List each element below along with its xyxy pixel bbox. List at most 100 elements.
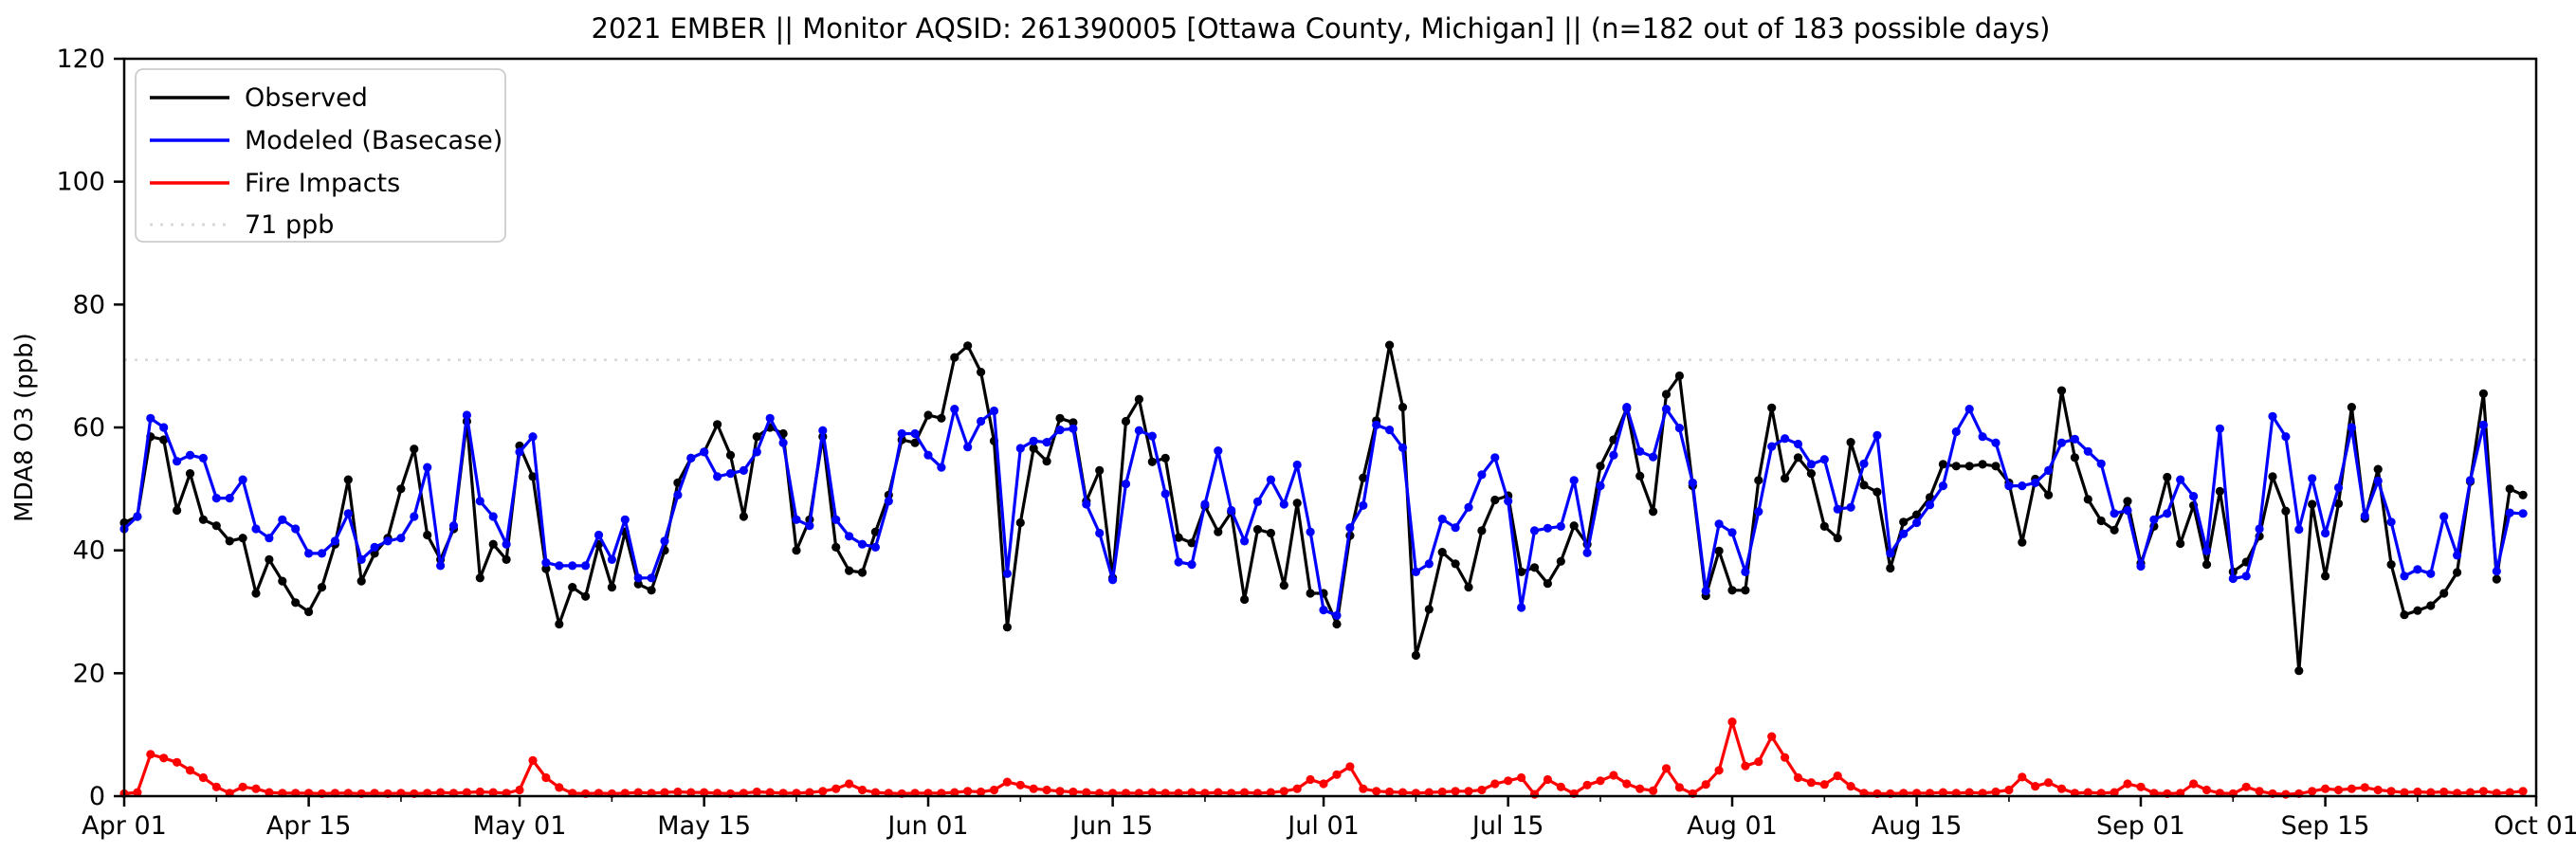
data-point xyxy=(1964,788,1974,797)
data-point xyxy=(1543,579,1552,589)
data-point xyxy=(1569,476,1579,485)
data-point xyxy=(1174,557,1183,567)
data-point xyxy=(1095,465,1105,475)
data-point xyxy=(304,549,314,558)
data-point xyxy=(238,475,247,484)
data-point xyxy=(937,463,946,472)
data-point xyxy=(1504,776,1513,786)
data-point xyxy=(647,586,656,595)
data-point xyxy=(1187,788,1197,797)
data-point xyxy=(1819,521,1829,532)
y-axis-label: MDA8 O3 (ppb) xyxy=(10,333,39,522)
data-point xyxy=(2333,482,2344,493)
data-point xyxy=(185,450,195,460)
data-point xyxy=(541,558,551,568)
data-point xyxy=(1292,460,1302,470)
data-point xyxy=(2228,573,2238,584)
data-point xyxy=(1160,453,1170,463)
data-point xyxy=(2505,788,2514,797)
y-tick-label: 20 xyxy=(73,659,105,688)
data-point xyxy=(1240,788,1250,797)
data-point xyxy=(1306,527,1315,536)
series-markers-1 xyxy=(119,403,2528,621)
data-point xyxy=(2136,561,2146,572)
data-point xyxy=(1385,787,1395,797)
data-point xyxy=(2189,492,2199,501)
data-point xyxy=(1635,471,1645,481)
data-point xyxy=(1015,444,1025,453)
data-point xyxy=(1714,766,1724,775)
data-point xyxy=(673,787,683,797)
data-point xyxy=(1661,405,1672,414)
data-point xyxy=(2083,495,2092,504)
data-point xyxy=(1214,527,1223,536)
data-point xyxy=(2347,423,2356,432)
data-point xyxy=(343,475,353,484)
data-point xyxy=(884,497,893,506)
data-point xyxy=(2465,788,2476,797)
data-point xyxy=(1991,787,2001,797)
data-point xyxy=(1596,481,1605,491)
data-point xyxy=(1674,371,1684,381)
data-point xyxy=(2321,784,2330,793)
data-point xyxy=(1437,787,1447,797)
data-point xyxy=(2347,784,2356,793)
data-point xyxy=(686,453,696,463)
legend: Observed Modeled (Basecase) Fire Impacts… xyxy=(135,68,506,243)
data-point xyxy=(1688,478,1697,487)
data-point xyxy=(963,443,973,452)
data-point xyxy=(528,755,538,766)
data-point xyxy=(475,497,484,506)
data-point xyxy=(2201,560,2212,570)
data-point xyxy=(2439,512,2449,521)
data-point xyxy=(923,410,933,420)
data-point xyxy=(1833,771,1842,781)
data-point xyxy=(1767,403,1777,412)
data-point xyxy=(1912,517,1922,528)
data-point xyxy=(2294,666,2304,676)
data-point xyxy=(1279,787,1288,796)
data-point xyxy=(660,536,669,546)
data-point xyxy=(1543,523,1552,533)
data-point xyxy=(831,515,841,524)
data-point xyxy=(1372,420,1381,429)
data-point xyxy=(2123,497,2132,506)
data-point xyxy=(989,785,999,795)
data-point xyxy=(1781,753,1790,762)
x-tick-label: Jun 01 xyxy=(886,811,968,841)
data-point xyxy=(1556,521,1565,532)
data-point xyxy=(1015,780,1025,789)
data-point xyxy=(462,410,471,420)
data-point xyxy=(555,561,564,571)
data-point xyxy=(1806,469,1816,479)
data-point xyxy=(1781,474,1790,483)
data-point xyxy=(1596,462,1605,471)
data-point xyxy=(2505,484,2514,494)
data-point xyxy=(1002,623,1012,632)
data-point xyxy=(1464,787,1473,796)
data-point xyxy=(950,405,959,414)
data-point xyxy=(647,573,656,583)
data-point xyxy=(660,788,669,797)
data-point xyxy=(330,536,339,546)
data-point xyxy=(2321,528,2330,538)
data-point xyxy=(2439,787,2449,797)
data-point xyxy=(265,534,274,543)
data-point xyxy=(857,539,868,549)
data-point xyxy=(502,539,511,549)
data-point xyxy=(1886,549,1895,558)
data-point xyxy=(1701,780,1710,789)
data-point xyxy=(528,432,538,442)
chart-title: 2021 EMBER || Monitor AQSID: 261390005 [… xyxy=(592,12,2051,45)
data-point xyxy=(1649,786,1658,795)
data-point xyxy=(2110,788,2119,797)
data-point xyxy=(1833,504,1842,514)
data-point xyxy=(1451,559,1460,569)
data-point xyxy=(1819,455,1829,464)
data-point xyxy=(1002,569,1012,578)
data-point xyxy=(1332,610,1342,621)
data-point xyxy=(1147,788,1157,797)
data-point xyxy=(1306,774,1315,785)
data-point xyxy=(1200,499,1210,509)
